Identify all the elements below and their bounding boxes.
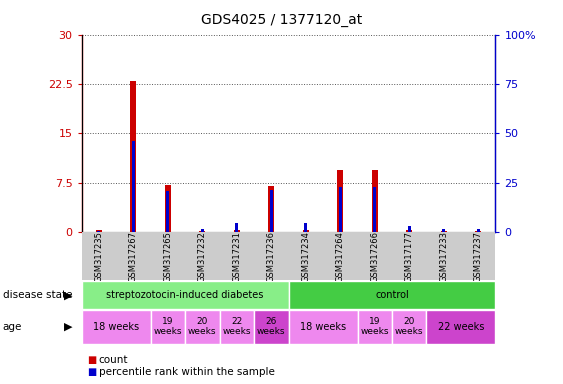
Text: count: count [99, 355, 128, 365]
Text: 18 weeks: 18 weeks [300, 322, 346, 332]
Text: ■: ■ [87, 367, 96, 377]
Text: 19
weeks: 19 weeks [360, 317, 389, 336]
Bar [477, 229, 480, 232]
Bar [270, 190, 273, 232]
Text: GSM317234: GSM317234 [301, 231, 310, 282]
Bar [372, 170, 378, 232]
Text: GSM317267: GSM317267 [129, 231, 138, 282]
Bar [427, 310, 495, 344]
Text: GDS4025 / 1377120_at: GDS4025 / 1377120_at [201, 13, 362, 27]
Bar [442, 229, 445, 232]
Bar [165, 185, 171, 232]
Bar [82, 310, 151, 344]
Bar [151, 310, 185, 344]
Text: GSM317265: GSM317265 [163, 231, 172, 282]
Bar [199, 231, 205, 232]
Bar [97, 231, 100, 232]
Bar [235, 223, 238, 232]
Bar [201, 229, 204, 232]
Bar [406, 230, 412, 232]
Bar [220, 310, 254, 344]
Text: GSM317236: GSM317236 [267, 231, 276, 282]
Text: 19
weeks: 19 weeks [154, 317, 182, 336]
Text: ▶: ▶ [64, 290, 72, 300]
Bar [166, 191, 169, 232]
Bar [268, 186, 274, 232]
Text: control: control [375, 290, 409, 300]
Bar [185, 310, 220, 344]
Bar [96, 230, 102, 232]
Text: ▶: ▶ [64, 322, 72, 332]
Text: GSM317177: GSM317177 [405, 231, 414, 282]
Bar [408, 227, 411, 232]
Text: disease state: disease state [3, 290, 72, 300]
Text: 22 weeks: 22 weeks [438, 322, 484, 332]
Bar [254, 310, 288, 344]
Text: ■: ■ [87, 355, 96, 365]
Bar [303, 230, 309, 232]
Bar [132, 141, 135, 232]
Text: GSM317264: GSM317264 [336, 231, 345, 282]
Text: GSM317231: GSM317231 [233, 231, 242, 282]
Bar [337, 170, 343, 232]
Text: 20
weeks: 20 weeks [188, 317, 217, 336]
Bar [373, 187, 376, 232]
Bar [339, 187, 342, 232]
Text: 22
weeks: 22 weeks [222, 317, 251, 336]
Text: 26
weeks: 26 weeks [257, 317, 285, 336]
Bar [82, 281, 289, 309]
Text: GSM317233: GSM317233 [439, 231, 448, 282]
Bar [441, 231, 447, 232]
Bar [289, 310, 358, 344]
Text: 20
weeks: 20 weeks [395, 317, 423, 336]
Text: percentile rank within the sample: percentile rank within the sample [99, 367, 274, 377]
Bar [130, 81, 136, 232]
Text: GSM317266: GSM317266 [370, 231, 379, 282]
Bar [475, 231, 481, 232]
Text: age: age [3, 322, 22, 332]
Text: GSM317232: GSM317232 [198, 231, 207, 282]
Text: streptozotocin-induced diabetes: streptozotocin-induced diabetes [106, 290, 264, 300]
Bar [304, 223, 307, 232]
Bar [358, 310, 392, 344]
Text: GSM317237: GSM317237 [473, 231, 482, 282]
Bar [392, 310, 427, 344]
Text: 18 weeks: 18 weeks [93, 322, 139, 332]
Text: GSM317235: GSM317235 [95, 231, 104, 282]
Bar [234, 230, 240, 232]
Bar [289, 281, 495, 309]
